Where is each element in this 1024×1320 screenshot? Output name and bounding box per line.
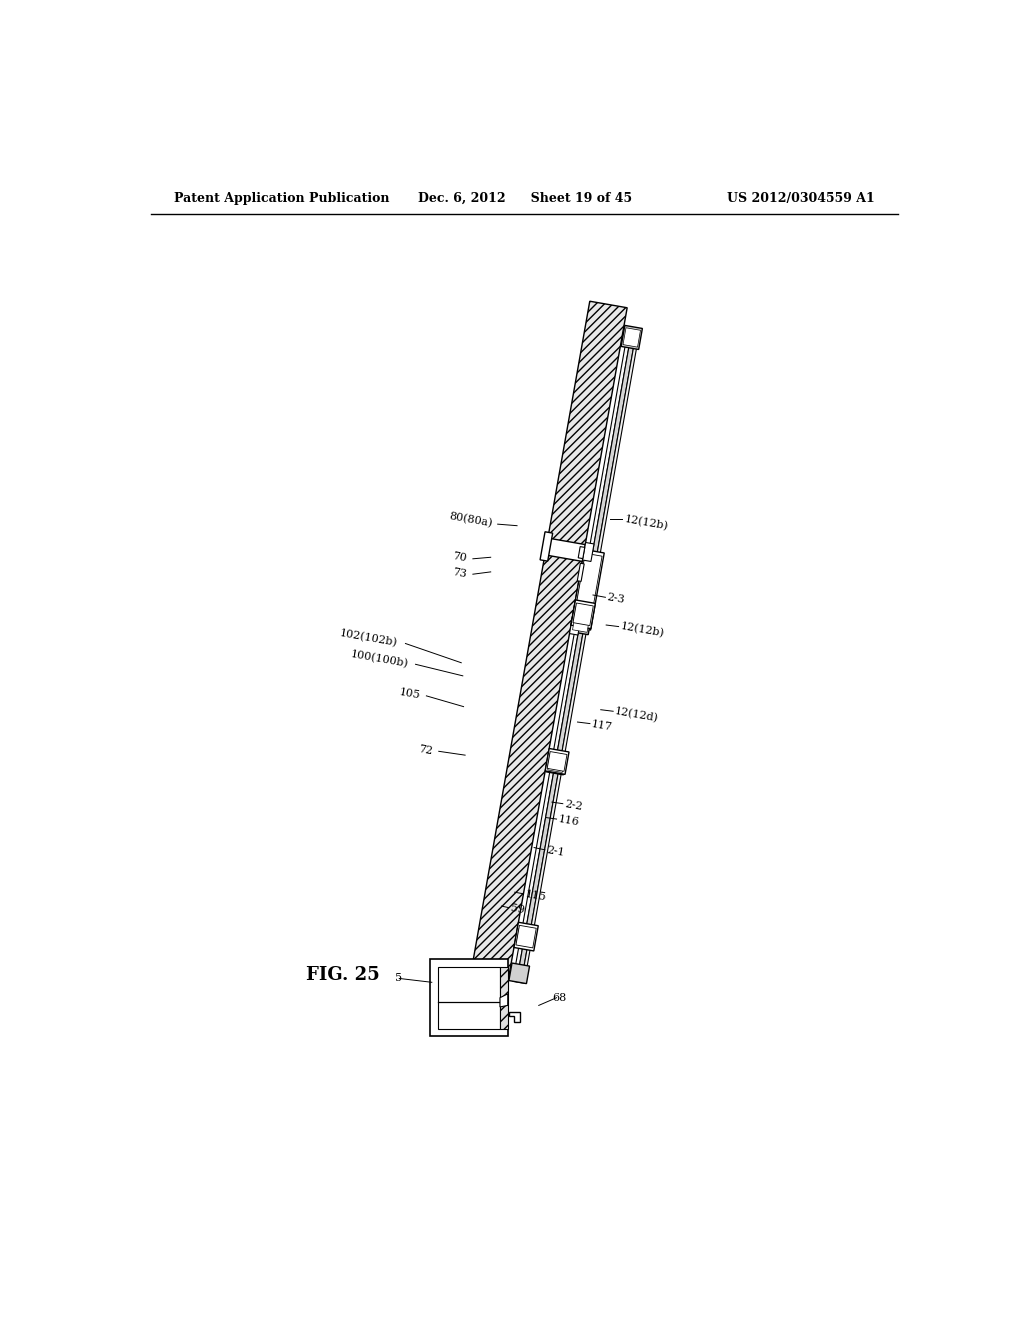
Polygon shape xyxy=(500,966,508,1028)
Polygon shape xyxy=(547,751,567,771)
Text: 5: 5 xyxy=(395,973,402,983)
Polygon shape xyxy=(578,564,585,581)
Polygon shape xyxy=(545,748,569,775)
Text: 102(102b): 102(102b) xyxy=(339,628,398,648)
Polygon shape xyxy=(572,553,602,626)
Polygon shape xyxy=(548,752,562,770)
Text: 12(12b): 12(12b) xyxy=(620,622,665,639)
Polygon shape xyxy=(570,616,591,635)
Polygon shape xyxy=(466,301,627,1008)
Polygon shape xyxy=(571,601,595,628)
Polygon shape xyxy=(430,960,508,1036)
Polygon shape xyxy=(570,549,604,630)
Polygon shape xyxy=(573,606,588,622)
Text: 2-2: 2-2 xyxy=(563,799,583,812)
Polygon shape xyxy=(516,337,635,982)
Polygon shape xyxy=(623,327,640,347)
Polygon shape xyxy=(574,560,599,619)
Polygon shape xyxy=(572,619,589,632)
Text: 100(100b): 100(100b) xyxy=(350,649,410,669)
Polygon shape xyxy=(516,925,537,948)
Text: 12(12d): 12(12d) xyxy=(613,706,659,723)
Polygon shape xyxy=(622,326,642,350)
Text: 70: 70 xyxy=(452,552,468,564)
Polygon shape xyxy=(514,923,539,950)
Text: 80(80a): 80(80a) xyxy=(449,511,494,529)
Polygon shape xyxy=(513,337,631,982)
Text: 2-1: 2-1 xyxy=(546,845,565,858)
Polygon shape xyxy=(509,964,529,983)
Text: 105: 105 xyxy=(398,688,421,701)
Text: 115: 115 xyxy=(524,888,547,903)
Polygon shape xyxy=(573,603,593,626)
Polygon shape xyxy=(583,543,594,561)
Text: 68: 68 xyxy=(553,993,567,1003)
Polygon shape xyxy=(521,338,638,983)
Polygon shape xyxy=(516,928,531,944)
Text: FIG. 25: FIG. 25 xyxy=(306,966,380,983)
Text: Patent Application Publication: Patent Application Publication xyxy=(174,191,390,205)
Polygon shape xyxy=(546,758,566,775)
Text: 59: 59 xyxy=(509,903,525,915)
Polygon shape xyxy=(509,1012,520,1022)
Text: 117: 117 xyxy=(591,718,613,733)
Polygon shape xyxy=(548,760,564,772)
Text: Dec. 6, 2012  Sheet 19 of 45: Dec. 6, 2012 Sheet 19 of 45 xyxy=(418,191,632,205)
Polygon shape xyxy=(579,546,585,558)
Text: 12(12b): 12(12b) xyxy=(624,513,669,532)
Polygon shape xyxy=(438,966,500,1028)
Polygon shape xyxy=(569,616,581,635)
Text: US 2012/0304559 A1: US 2012/0304559 A1 xyxy=(727,191,876,205)
Polygon shape xyxy=(545,539,586,561)
Text: 73: 73 xyxy=(452,566,468,579)
Text: 116: 116 xyxy=(557,814,580,828)
Polygon shape xyxy=(500,994,508,1007)
Polygon shape xyxy=(540,532,553,561)
Text: 72: 72 xyxy=(418,744,433,756)
Text: 2-3: 2-3 xyxy=(606,593,626,606)
